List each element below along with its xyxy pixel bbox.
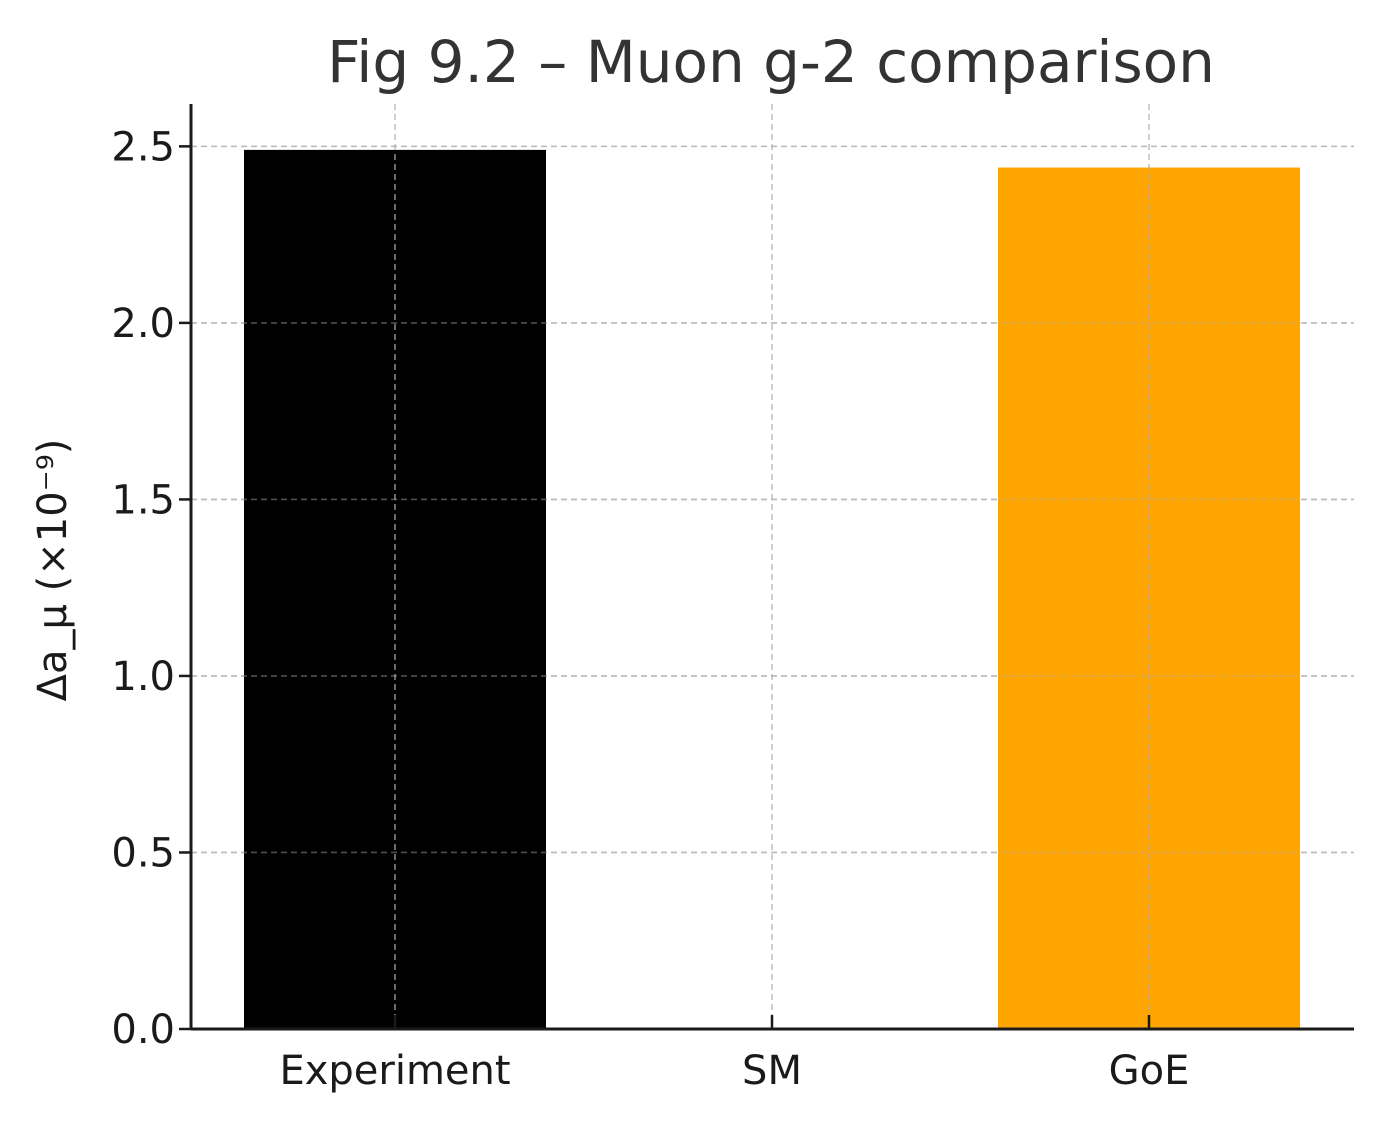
x-tick-label: GoE — [1109, 1048, 1190, 1094]
y-tick-label: 2.0 — [111, 301, 175, 347]
chart-title: Fig 9.2 – Muon g-2 comparison — [327, 28, 1215, 96]
y-tick-label: 0.5 — [111, 830, 175, 876]
y-gridlines-overlay — [191, 145, 1354, 854]
x-axis-ticks: Experiment SM GoE — [279, 1015, 1189, 1094]
y-tick-label: 1.0 — [111, 654, 175, 700]
x-gridlines-overlay — [191, 104, 1354, 1029]
y-tick-label: 0.0 — [111, 1007, 175, 1053]
x-tick-label: SM — [742, 1048, 802, 1094]
y-tick-label: 2.5 — [111, 124, 175, 170]
x-tick-label: Experiment — [279, 1048, 510, 1094]
y-axis-label: Δa_μ (×10⁻⁹) — [30, 439, 76, 702]
y-axis-ticks: 0.0 0.5 1.0 1.5 2.0 2.5 — [111, 124, 191, 1053]
y-tick-label: 1.5 — [111, 477, 175, 523]
